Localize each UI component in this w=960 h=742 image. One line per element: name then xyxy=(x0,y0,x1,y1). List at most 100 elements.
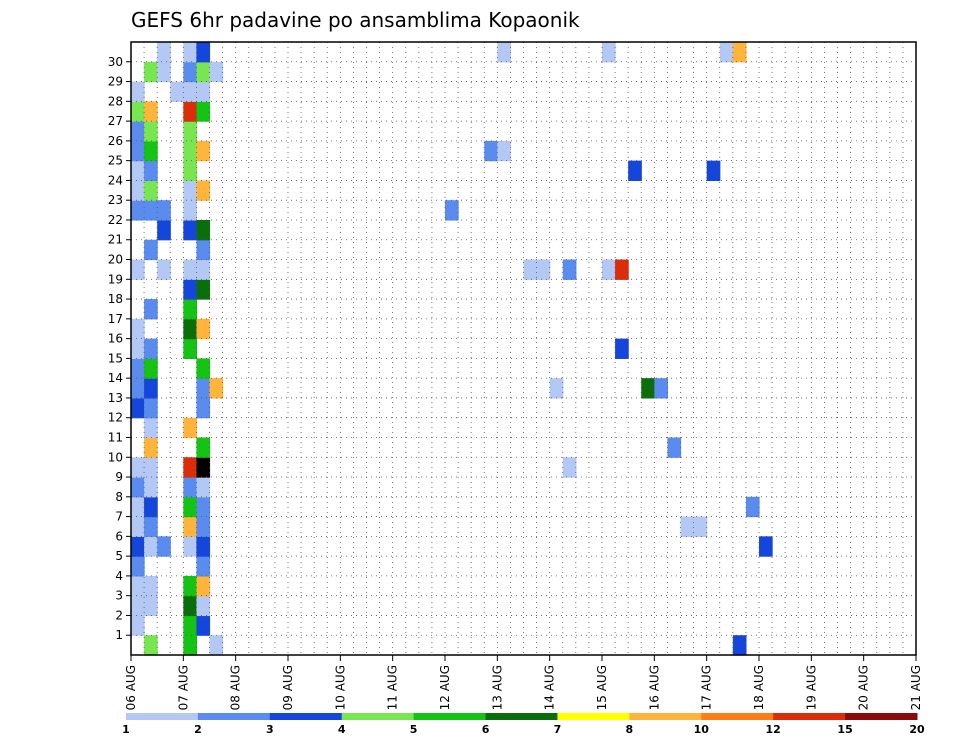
x-tick-label: 10 AUG xyxy=(333,665,347,710)
heatmap-cell xyxy=(562,457,577,478)
x-tick-label: 18 AUG xyxy=(752,665,766,710)
heatmap-cell xyxy=(131,575,145,597)
y-tick-label: 12 xyxy=(108,411,123,425)
y-axis-ticks: 1234567891011121314151617181920212223242… xyxy=(108,55,131,642)
y-tick-label: 23 xyxy=(108,193,123,207)
colorbar-label: 12 xyxy=(766,723,781,736)
colorbar-swatch xyxy=(485,713,558,720)
heatmap-cell xyxy=(209,378,224,399)
heatmap-cell xyxy=(497,140,512,162)
heatmap-cell xyxy=(170,81,184,102)
heatmap-cell xyxy=(196,378,211,399)
colorbar-label: 1 xyxy=(122,723,130,736)
heatmap-cell xyxy=(602,259,616,280)
colorbar-label: 20 xyxy=(909,723,925,736)
heatmap-cell xyxy=(144,180,158,201)
heatmap-cell xyxy=(183,160,198,182)
heatmap-cell xyxy=(196,279,211,300)
heatmap-cell xyxy=(144,160,158,182)
heatmap-cell xyxy=(144,338,158,359)
y-tick-label: 8 xyxy=(115,490,123,504)
x-tick-label: 21 AUG xyxy=(909,665,923,710)
heatmap-cell xyxy=(196,219,211,241)
heatmap-cell xyxy=(183,219,198,241)
colorbar-label: 3 xyxy=(266,723,274,736)
heatmap-cell xyxy=(183,595,198,617)
heatmap-cell xyxy=(706,160,721,182)
heatmap-cell xyxy=(183,61,198,83)
heatmap-cell xyxy=(196,180,211,201)
heatmap-cell xyxy=(144,101,158,122)
heatmap-cell xyxy=(183,259,198,280)
y-tick-label: 22 xyxy=(108,213,123,227)
colorbar-swatch xyxy=(701,713,774,720)
heatmap-cell xyxy=(654,378,669,399)
x-tick-label: 17 AUG xyxy=(700,665,714,710)
heatmap-cell xyxy=(144,61,158,83)
heatmap-cell xyxy=(157,259,171,280)
heatmap-cell xyxy=(183,318,198,340)
colorbar-label: 10 xyxy=(694,723,710,736)
heatmap-cell xyxy=(183,121,198,142)
heatmap-cell xyxy=(732,635,747,656)
heatmap-cell xyxy=(196,61,211,83)
heatmap-cell xyxy=(196,42,211,63)
grid-lines xyxy=(131,42,916,655)
heatmap-cell xyxy=(157,536,171,557)
heatmap-cell xyxy=(628,160,642,182)
heatmap-cell xyxy=(144,595,158,617)
heatmap-cell xyxy=(131,160,145,182)
heatmap-cell xyxy=(183,200,198,221)
y-tick-label: 25 xyxy=(108,154,123,168)
y-tick-label: 24 xyxy=(108,173,123,187)
heatmap-cell xyxy=(196,318,211,340)
heatmap-cell xyxy=(667,437,682,458)
y-tick-label: 17 xyxy=(108,312,123,326)
heatmap-cell xyxy=(131,140,145,162)
y-tick-label: 20 xyxy=(108,253,123,267)
x-tick-label: 20 AUG xyxy=(857,665,871,710)
heatmap-cell xyxy=(196,259,211,280)
heatmap-cell xyxy=(131,200,145,221)
colorbar-swatch xyxy=(413,713,487,720)
heatmap-cell xyxy=(144,140,158,162)
heatmap-cell xyxy=(144,358,158,379)
y-tick-label: 15 xyxy=(108,351,123,365)
colorbar-swatch xyxy=(845,713,918,720)
heatmap-cell xyxy=(131,496,145,518)
heatmap-cell xyxy=(144,477,158,498)
heatmap-cell xyxy=(183,81,198,102)
heatmap-cell xyxy=(144,239,158,261)
heatmap-cell xyxy=(144,378,158,399)
heatmap-cell xyxy=(183,279,198,300)
x-tick-label: 15 AUG xyxy=(595,665,609,710)
heatmap-cell xyxy=(497,42,512,63)
chart-title: GEFS 6hr padavine po ansamblima Kopaonik xyxy=(131,8,580,32)
y-tick-label: 6 xyxy=(115,529,123,543)
heatmap-cell xyxy=(641,378,655,399)
heatmap-cells xyxy=(131,42,773,656)
heatmap-cell xyxy=(144,121,158,142)
y-tick-label: 11 xyxy=(108,430,123,444)
heatmap-cell xyxy=(196,615,211,636)
y-tick-label: 19 xyxy=(108,272,123,286)
heatmap-cell xyxy=(157,42,171,63)
y-tick-label: 2 xyxy=(115,608,123,622)
heatmap-cell xyxy=(523,259,538,280)
heatmap-cell xyxy=(183,615,198,636)
heatmap-cell xyxy=(144,397,158,419)
x-axis-ticks: 06 AUG 07 AUG 08 AUG 09 AUG 10 AUG 11 AUG 12 A… xyxy=(124,655,923,710)
heatmap-cell xyxy=(209,635,224,656)
heatmap-cell xyxy=(196,496,211,518)
heatmap-cell xyxy=(562,259,577,280)
heatmap-cell xyxy=(131,615,145,636)
heatmap-cell xyxy=(183,417,198,439)
heatmap-cell xyxy=(131,121,145,142)
colorbar-swatch xyxy=(126,713,199,720)
y-tick-label: 28 xyxy=(108,94,123,108)
colorbar-swatch xyxy=(773,713,846,720)
colorbar-swatch xyxy=(341,713,415,720)
heatmap-cell xyxy=(131,180,145,201)
heatmap-cell xyxy=(196,516,211,537)
colorbar-label: 6 xyxy=(482,723,490,736)
